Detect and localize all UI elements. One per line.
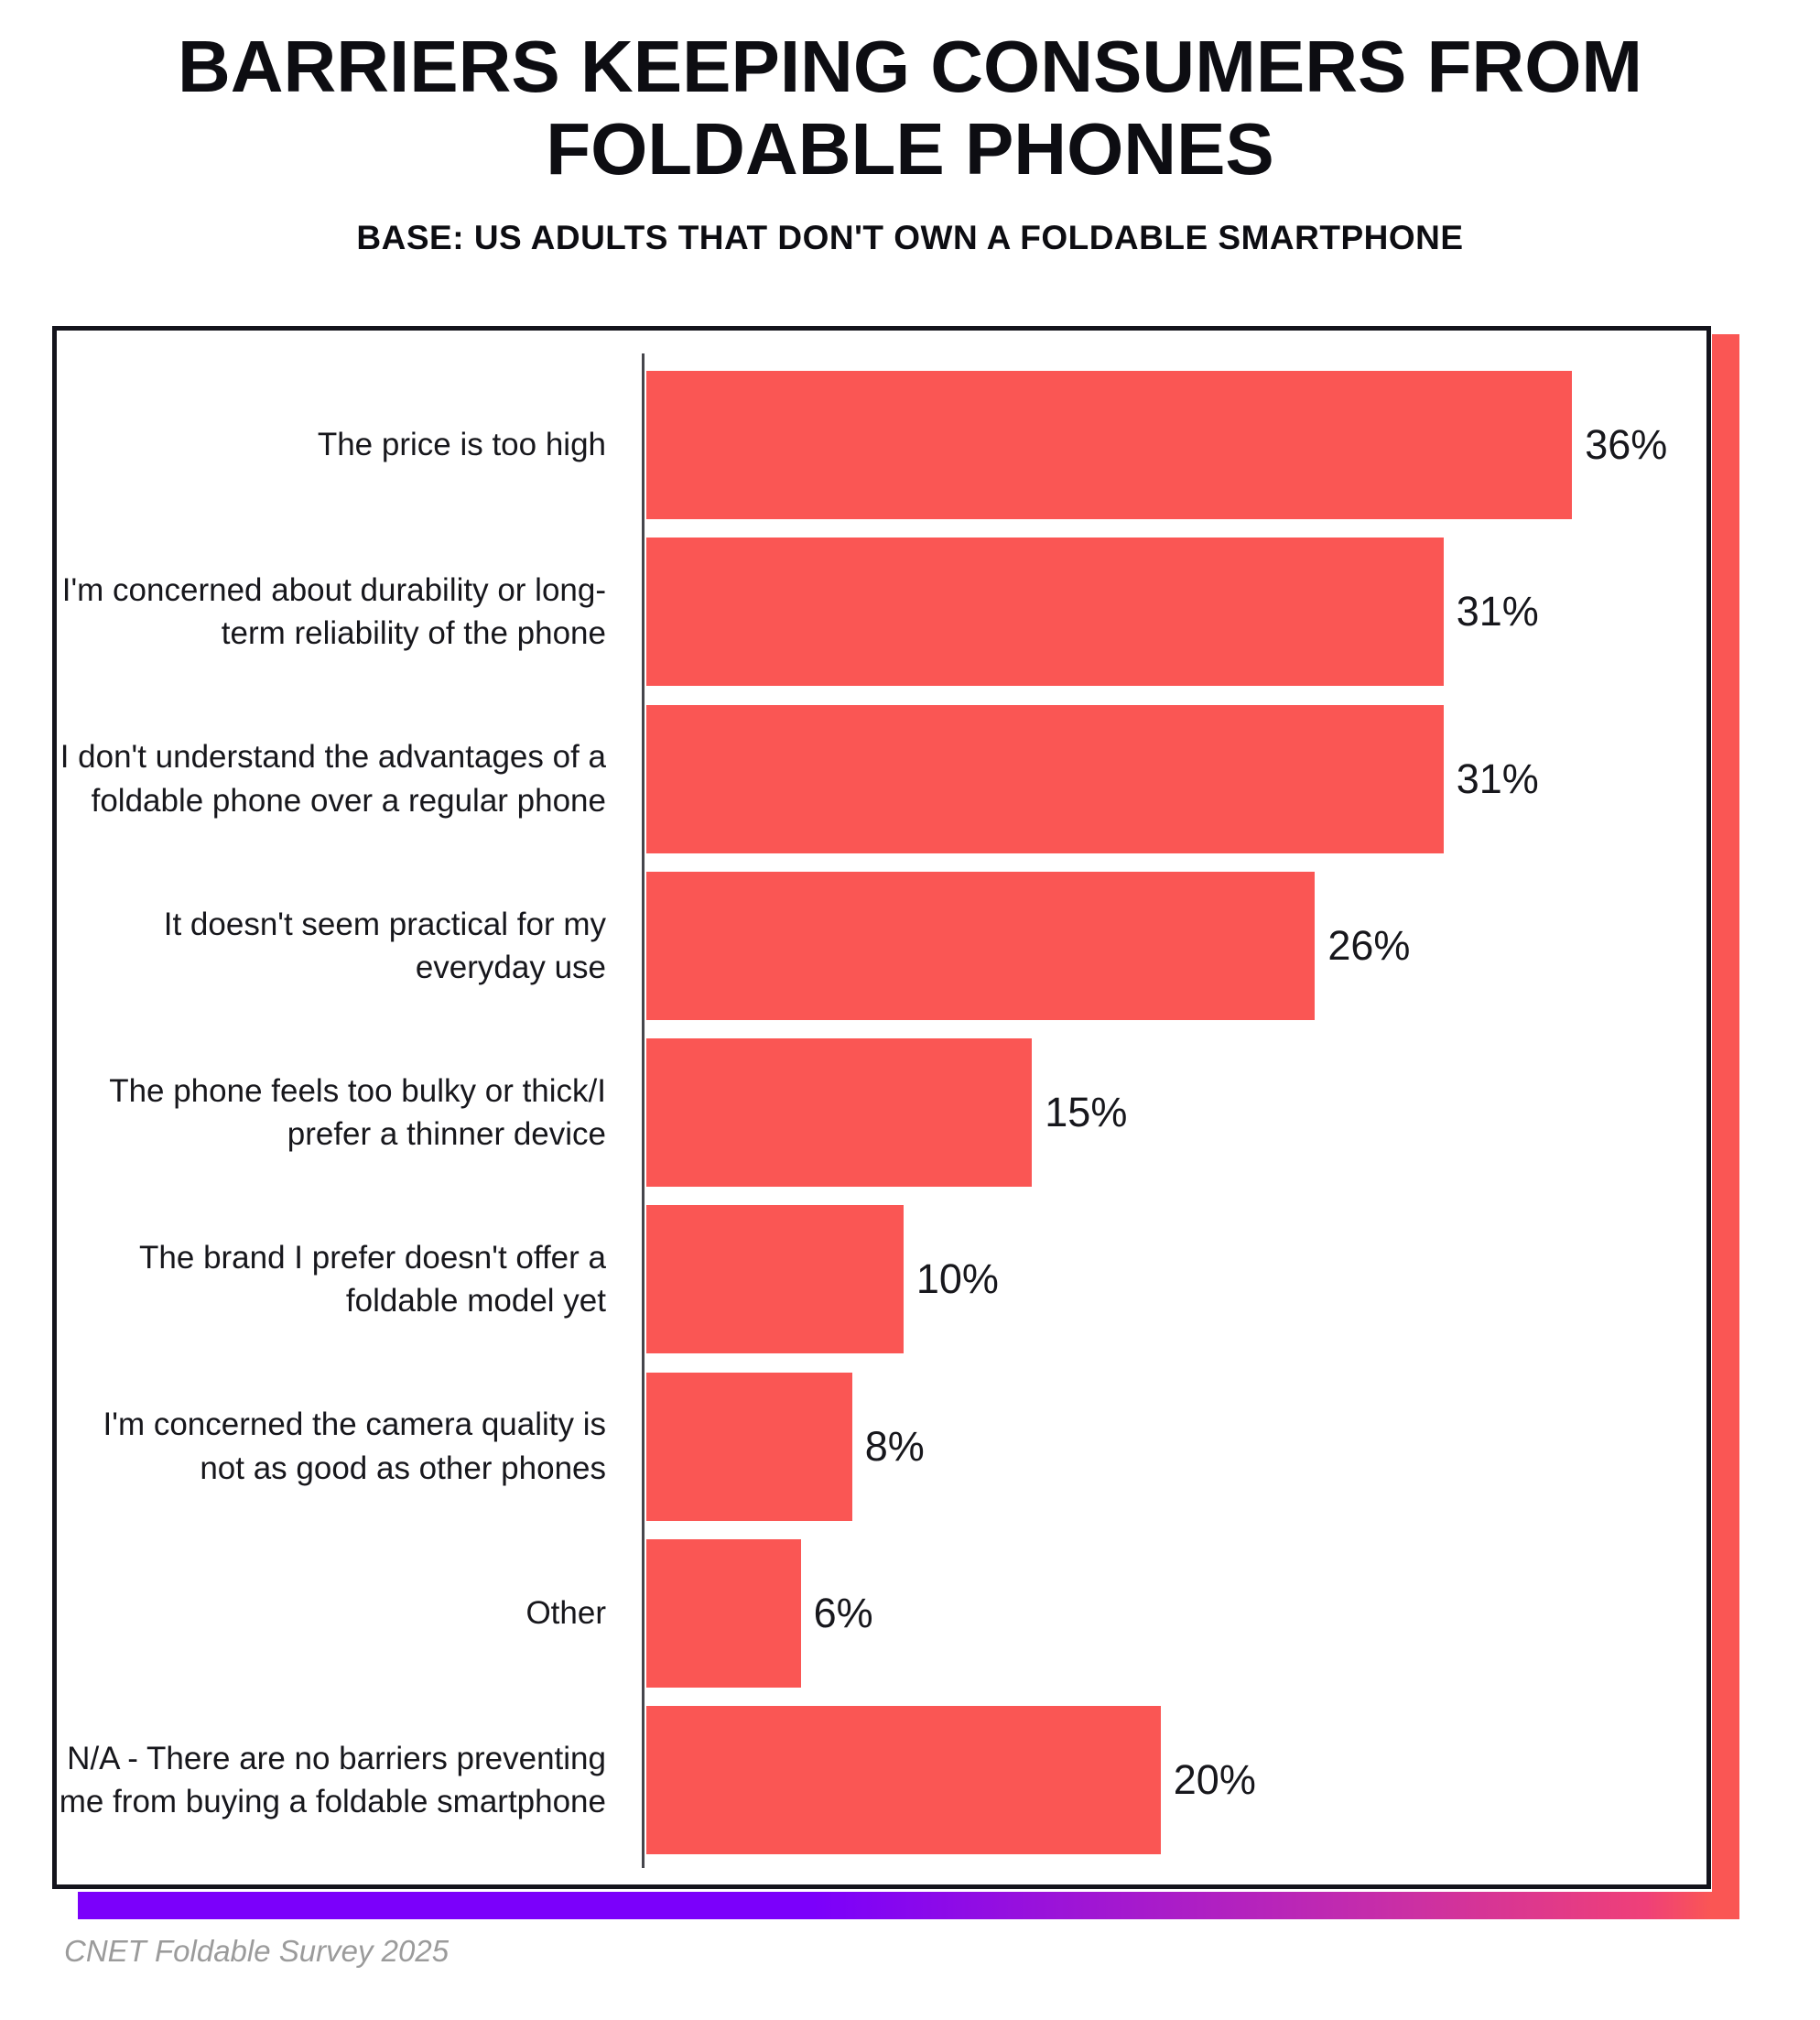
chart-rows: The price is too high 36% I'm concerned ab… bbox=[57, 371, 1695, 1854]
bar bbox=[646, 871, 1316, 1020]
category-label: The brand I prefer doesn't offer a folda… bbox=[139, 1240, 606, 1320]
chart-subtitle: BASE: US ADULTS THAT DON'T OWN A FOLDABL… bbox=[356, 218, 1464, 256]
bar-track: 26% bbox=[646, 871, 1695, 1020]
bar-track: 36% bbox=[646, 371, 1695, 519]
bar bbox=[646, 1205, 904, 1354]
category-label: Other bbox=[525, 1595, 606, 1632]
bar-row: I'm concerned the camera quality is not … bbox=[57, 1372, 1695, 1521]
category-label: I don't understand the advantages of a f… bbox=[60, 739, 606, 819]
value-label: 10% bbox=[915, 1255, 999, 1303]
category-label: I'm concerned the camera quality is not … bbox=[103, 1406, 606, 1486]
category-label: The price is too high bbox=[317, 427, 606, 463]
category-label: N/A - There are no barriers preventing m… bbox=[59, 1740, 606, 1819]
bar-track: 8% bbox=[646, 1372, 1695, 1521]
bar-track: 31% bbox=[646, 538, 1695, 687]
category-label: It doesn't seem practical for my everyda… bbox=[163, 906, 606, 985]
bar-row: The brand I prefer doesn't offer a folda… bbox=[57, 1205, 1695, 1354]
source-credit: CNET Foldable Survey 2025 bbox=[64, 1934, 450, 1968]
bar-row: N/A - There are no barriers preventing m… bbox=[57, 1706, 1695, 1854]
bar-track: 6% bbox=[646, 1538, 1695, 1688]
bar bbox=[646, 1538, 801, 1688]
value-label: 31% bbox=[1456, 588, 1539, 635]
bar bbox=[646, 538, 1444, 687]
drop-shadow-right bbox=[1712, 334, 1739, 1919]
chart-frame: The price is too high 36% I'm concerned ab… bbox=[52, 326, 1711, 1889]
bar-track: 20% bbox=[646, 1706, 1695, 1854]
bar-row: I don't understand the advantages of a f… bbox=[57, 704, 1695, 853]
bar-row: The phone feels too bulky or thick/I pre… bbox=[57, 1038, 1695, 1187]
value-label: 20% bbox=[1173, 1756, 1256, 1803]
drop-shadow-bottom-gradient bbox=[78, 1892, 1712, 1919]
bar bbox=[646, 1372, 852, 1521]
bar-track: 10% bbox=[646, 1205, 1695, 1354]
bar-track: 31% bbox=[646, 704, 1695, 853]
bar bbox=[646, 704, 1444, 853]
bar-row: Other 6% bbox=[57, 1538, 1695, 1688]
category-label: I'm concerned about durability or long-t… bbox=[61, 572, 606, 652]
value-label: 15% bbox=[1045, 1089, 1128, 1135]
value-label: 26% bbox=[1327, 921, 1411, 969]
bar bbox=[646, 1038, 1033, 1187]
value-label: 31% bbox=[1456, 755, 1539, 802]
value-label: 6% bbox=[813, 1589, 873, 1636]
bar bbox=[646, 1706, 1161, 1854]
bar-row: It doesn't seem practical for my everyda… bbox=[57, 871, 1695, 1020]
bar-row: The price is too high 36% bbox=[57, 371, 1695, 519]
chart-area: The price is too high 36% I'm concerned ab… bbox=[52, 326, 1739, 1919]
y-axis-line bbox=[642, 353, 645, 1868]
value-label: 8% bbox=[864, 1422, 925, 1470]
bar bbox=[646, 371, 1573, 519]
chart-title: BARRIERS KEEPING CONSUMERS FROM FOLDABLE… bbox=[177, 26, 1643, 190]
bar-track: 15% bbox=[646, 1038, 1695, 1187]
value-label: 36% bbox=[1585, 421, 1668, 468]
category-label: The phone feels too bulky or thick/I pre… bbox=[109, 1072, 606, 1152]
bar-row: I'm concerned about durability or long-t… bbox=[57, 538, 1695, 687]
